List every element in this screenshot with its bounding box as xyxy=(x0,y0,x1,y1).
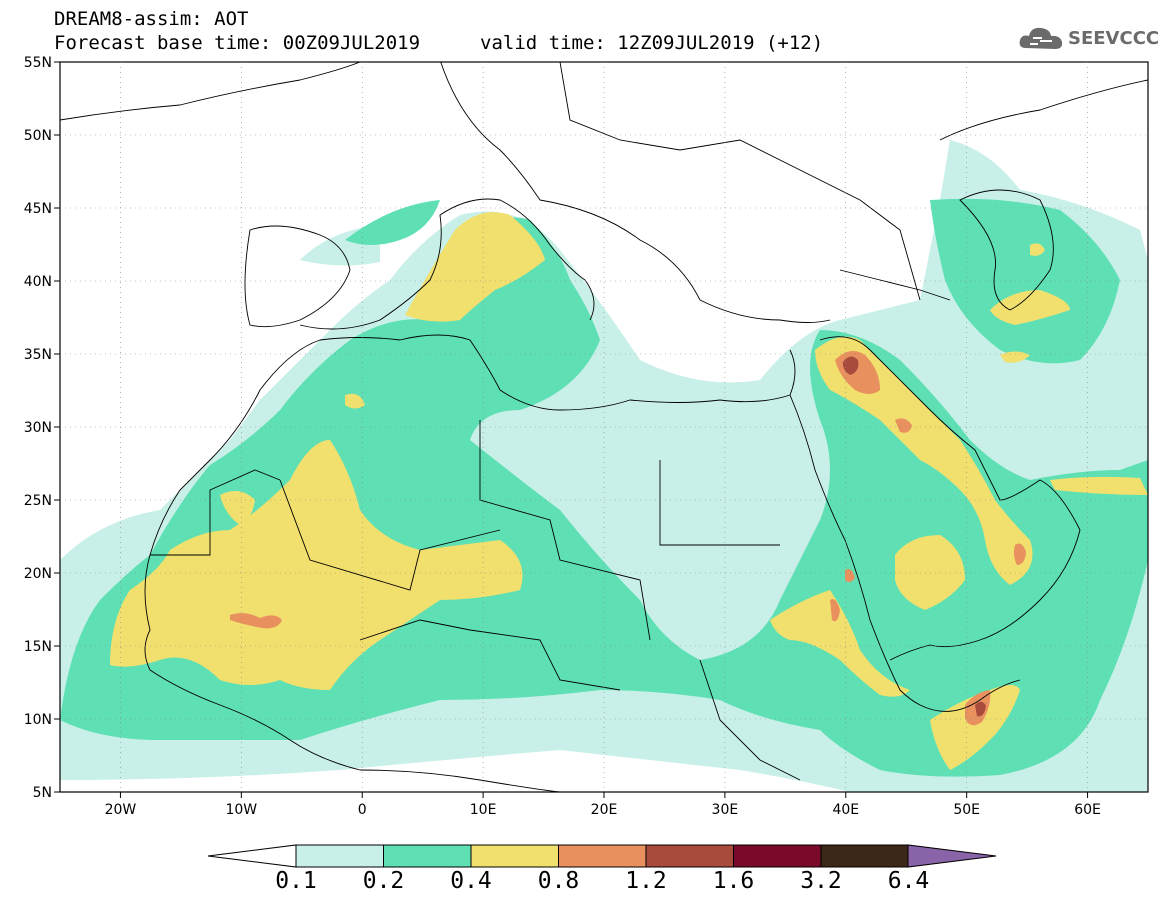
colorbar-label: 1.6 xyxy=(712,868,755,894)
lon-tick-label: 0 xyxy=(358,802,367,818)
lat-tick-label: 20N xyxy=(24,566,52,582)
aot-level-1.2 xyxy=(842,356,986,717)
logo-text: SEEVCCC xyxy=(1068,28,1160,49)
lat-tick-label: 10N xyxy=(24,712,52,728)
lon-tick-label: 10W xyxy=(225,802,257,818)
gridlines xyxy=(60,62,1148,792)
lat-tick-label: 45N xyxy=(24,201,52,217)
lon-tick-label: 20W xyxy=(105,802,137,818)
lat-tick-label: 25N xyxy=(24,493,52,509)
coastlines-and-borders xyxy=(60,62,1148,792)
colorbar-swatch xyxy=(645,844,734,868)
lat-tick-label: 35N xyxy=(24,347,52,363)
aot-level-0.4 xyxy=(110,212,1148,770)
lon-tick-label: 50E xyxy=(953,802,980,818)
colorbar-label: 3.2 xyxy=(800,868,842,894)
colorbar-label: 0.4 xyxy=(450,868,492,894)
colorbar-low-arrow xyxy=(207,844,297,868)
colorbar-swatch xyxy=(470,844,559,868)
colorbar-swatch xyxy=(295,844,384,868)
lat-tick-label: 5N xyxy=(33,785,52,801)
lon-tick-label: 30E xyxy=(712,802,739,818)
colorbar-swatch xyxy=(733,844,822,868)
colorbar-swatch xyxy=(820,844,909,868)
map-title: DREAM8-assim: AOT xyxy=(54,8,249,30)
latitude-axis: 55N 50N 45N 40N 35N 30N 25N 20N 15N 10N 5N xyxy=(24,55,60,801)
valid-time: valid time: 12Z09JUL2019 (+12) xyxy=(480,32,824,54)
colorbar-swatch xyxy=(383,844,472,868)
colorbar-swatch xyxy=(558,844,647,868)
lat-tick-label: 15N xyxy=(24,639,52,655)
lon-tick-label: 20E xyxy=(591,802,618,818)
forecast-base-time: Forecast base time: 00Z09JUL2019 xyxy=(54,32,421,54)
lon-tick-label: 60E xyxy=(1074,802,1101,818)
cloud-icon xyxy=(1019,27,1063,49)
longitude-axis: 20W 10W 0 10E 20E 30E 40E 50E 60E xyxy=(105,792,1101,818)
colorbar-high-arrow xyxy=(907,844,997,868)
colorbar-label: 0.1 xyxy=(275,868,317,894)
colorbar-label: 0.8 xyxy=(537,868,580,894)
lat-tick-label: 55N xyxy=(24,55,52,71)
aot-field xyxy=(60,62,1148,792)
colorbar-label: 0.2 xyxy=(362,868,405,894)
lat-tick-label: 30N xyxy=(24,420,52,436)
lat-tick-label: 50N xyxy=(24,128,52,144)
colorbar-label: 6.4 xyxy=(887,868,930,894)
lon-tick-label: 10E xyxy=(470,802,497,818)
lon-tick-label: 40E xyxy=(832,802,859,818)
seevccc-logo: SEEVCCC xyxy=(1018,24,1160,54)
colorbar-label: 1.2 xyxy=(625,868,667,894)
lat-tick-label: 40N xyxy=(24,274,52,290)
